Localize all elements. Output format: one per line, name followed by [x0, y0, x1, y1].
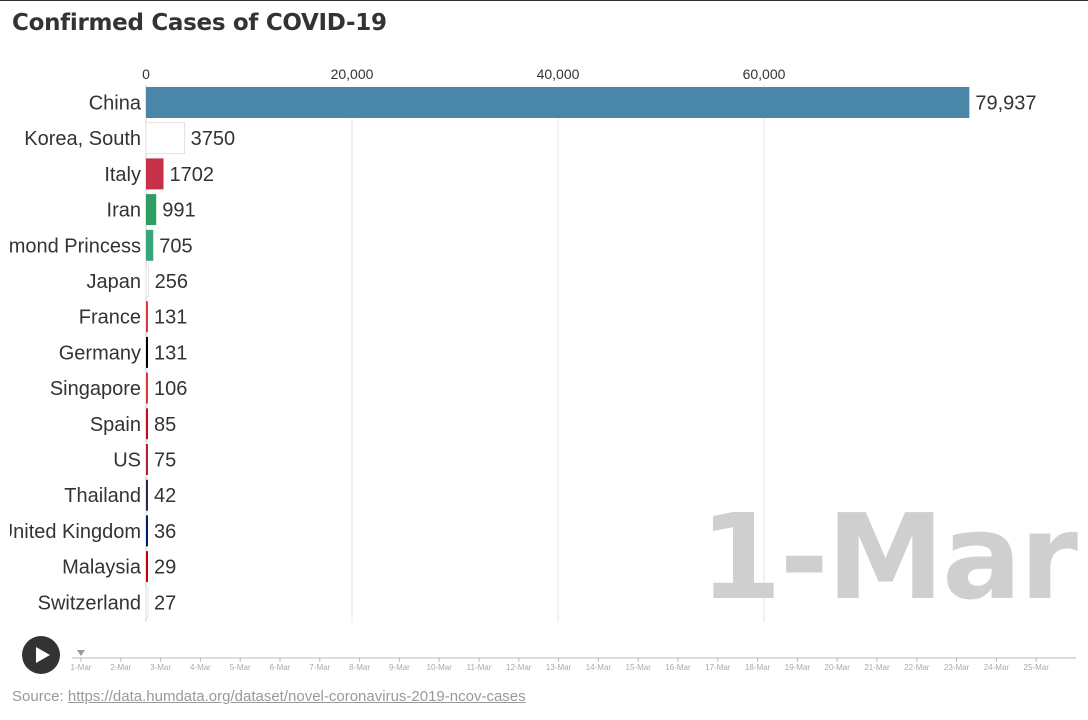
timeline-label[interactable]: 24-Mar — [984, 663, 1010, 672]
value-label: 3750 — [191, 128, 236, 150]
category-label: Korea, South — [24, 128, 141, 150]
category-label: Iran — [107, 200, 141, 222]
source-prefix: Source: — [12, 688, 68, 705]
x-tick-label: 40,000 — [537, 66, 580, 82]
bar — [146, 479, 148, 511]
value-label: 42 — [154, 485, 176, 507]
category-label: United Kingdom — [0, 521, 141, 543]
value-label: 27 — [154, 592, 176, 614]
value-label: 1702 — [170, 164, 215, 186]
category-label: Malaysia — [62, 557, 142, 579]
category-label: US — [113, 450, 141, 472]
value-label: 36 — [154, 521, 176, 543]
bar — [146, 301, 148, 333]
bar — [146, 551, 148, 583]
bar — [146, 372, 148, 404]
bar-chart: 0 20,000 40,000 60,000 China 79,937 Korea, Sou… — [0, 55, 1037, 630]
x-tick-label: 60,000 — [743, 66, 786, 82]
timeline-label[interactable]: 2-Mar — [110, 663, 131, 672]
timeline-label[interactable]: 21-Mar — [864, 663, 890, 672]
bar — [146, 444, 148, 475]
top-border — [0, 0, 1088, 1]
value-label: 29 — [154, 557, 176, 579]
bar — [146, 515, 148, 547]
category-label: Japan — [87, 271, 142, 293]
category-label: Italy — [104, 164, 141, 186]
timeline-label[interactable]: 19-Mar — [785, 663, 811, 672]
timeline-label[interactable]: 20-Mar — [825, 663, 851, 672]
value-label: 79,937 — [975, 93, 1036, 115]
bar — [146, 408, 148, 440]
timeline-label[interactable]: 18-Mar — [745, 663, 771, 672]
value-label: 256 — [155, 271, 188, 293]
timeline-label[interactable]: 15-Mar — [626, 663, 652, 672]
timeline-label[interactable]: 9-Mar — [389, 663, 410, 672]
bar — [146, 229, 154, 261]
category-label: Diamond Princess — [0, 235, 141, 257]
timeline-label[interactable]: 3-Mar — [150, 663, 171, 672]
timeline-label[interactable]: 14-Mar — [586, 663, 612, 672]
timeline-handle[interactable] — [77, 650, 85, 656]
timeline-label[interactable]: 13-Mar — [546, 663, 572, 672]
category-label: Spain — [90, 414, 141, 436]
value-label: 85 — [154, 414, 176, 436]
timeline-label[interactable]: 4-Mar — [190, 663, 211, 672]
category-label: Singapore — [50, 378, 141, 400]
current-date-label: 1-Mar — [699, 488, 1078, 626]
value-label: 131 — [154, 342, 187, 364]
bar — [145, 265, 150, 297]
timeline-label[interactable]: 6-Mar — [270, 663, 291, 672]
value-label: 75 — [154, 450, 176, 472]
timeline-label[interactable]: 1-Mar — [71, 663, 92, 672]
value-label: 991 — [162, 200, 195, 222]
source-link[interactable]: https://data.humdata.org/dataset/novel-c… — [67, 688, 526, 705]
category-label: France — [79, 307, 141, 329]
play-button[interactable] — [22, 636, 60, 674]
timeline-label[interactable]: 10-Mar — [427, 663, 453, 672]
chart-title: Confirmed Cases of COVID-19 — [12, 10, 387, 36]
category-label: Switzerland — [38, 592, 141, 614]
timeline-label[interactable]: 25-Mar — [1024, 663, 1050, 672]
timeline-label[interactable]: 23-Mar — [944, 663, 970, 672]
timeline-label[interactable]: 8-Mar — [349, 663, 370, 672]
timeline-label[interactable]: 11-Mar — [467, 663, 492, 672]
bar — [146, 87, 970, 118]
category-label: China — [89, 93, 142, 115]
timeline-label[interactable]: 7-Mar — [309, 663, 330, 672]
timeline-label[interactable]: 22-Mar — [904, 663, 930, 672]
label-clip-mask — [0, 55, 10, 630]
timeline-label[interactable]: 12-Mar — [506, 663, 532, 672]
x-tick-label: 20,000 — [331, 66, 374, 82]
timeline-slider[interactable]: 1-Mar 2-Mar 3-Mar 4-Mar 5-Mar 6-Mar 7-Mar 8-Mar… — [0, 646, 1088, 680]
value-label: 106 — [154, 378, 187, 400]
bar — [146, 158, 164, 190]
category-label: Thailand — [64, 485, 141, 507]
bar — [146, 194, 157, 226]
source-footer: Source: https://data.humdata.org/dataset… — [12, 688, 526, 705]
bar — [145, 586, 149, 619]
timeline-label[interactable]: 17-Mar — [705, 663, 731, 672]
bar — [145, 122, 186, 155]
category-label: Germany — [59, 342, 141, 364]
value-label: 705 — [159, 235, 192, 257]
value-label: 131 — [154, 307, 187, 329]
x-tick-label: 0 — [142, 66, 150, 82]
timeline-label[interactable]: 5-Mar — [230, 663, 251, 672]
bar — [146, 336, 148, 368]
timeline-label[interactable]: 16-Mar — [665, 663, 691, 672]
